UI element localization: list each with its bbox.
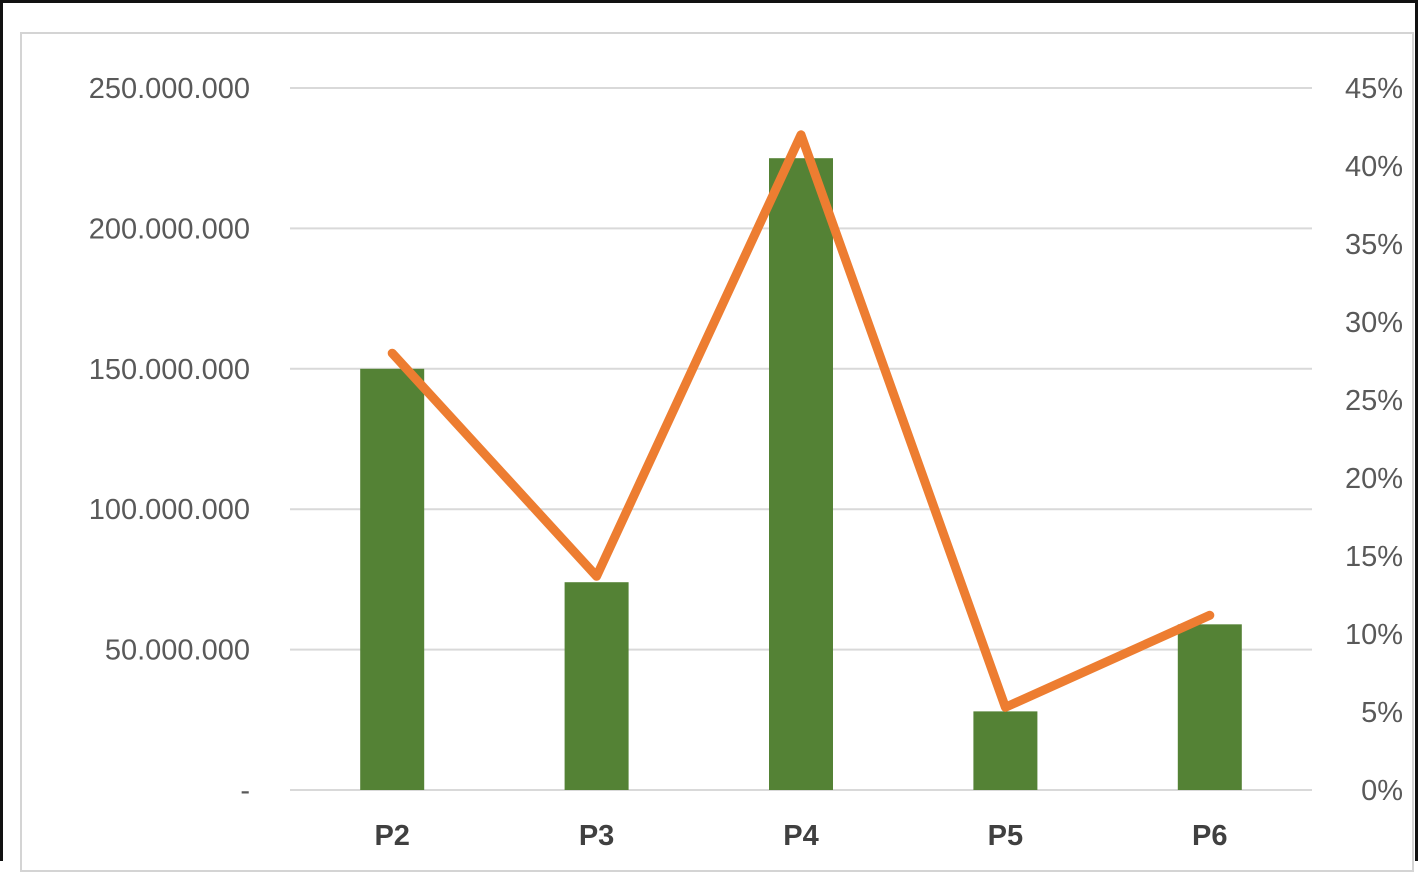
left-axis-tick-label: - <box>240 775 250 807</box>
line-series <box>387 130 1215 712</box>
line-point-p3 <box>596 575 598 577</box>
right-axis-ticks: 0% 5% 10% 15% 20% 25% 30% 35% 40% 45% <box>1345 73 1403 807</box>
right-axis-tick-label: 45% <box>1345 73 1403 105</box>
category-label-p2: P2 <box>374 820 409 852</box>
line-point-p6 <box>1209 614 1211 616</box>
right-axis-tick-label: 40% <box>1345 151 1403 183</box>
left-axis-tick-label: 50.000.000 <box>105 635 250 667</box>
right-axis-tick-label: 25% <box>1345 385 1403 417</box>
right-axis-tick-label: 5% <box>1361 697 1403 729</box>
line-series-path <box>387 130 1215 712</box>
bar-p5 <box>973 711 1038 790</box>
bar-p4 <box>769 158 833 790</box>
category-label-p3: P3 <box>579 820 614 852</box>
left-axis-tick-label: 250.000.000 <box>89 73 250 105</box>
right-axis-tick-label: 20% <box>1345 463 1403 495</box>
left-axis-tick-label: 100.000.000 <box>89 494 250 526</box>
right-axis-tick-label: 10% <box>1345 619 1403 651</box>
bar-series <box>360 158 1242 790</box>
right-axis-tick-label: 15% <box>1345 541 1403 573</box>
right-axis-tick-label: 30% <box>1345 307 1403 339</box>
left-axis-ticks: - 50.000.000 100.000.000 150.000.000 200.000… <box>89 73 250 807</box>
left-axis-tick-label: 200.000.000 <box>89 213 250 245</box>
category-label-p5: P5 <box>988 820 1023 852</box>
category-label-p6: P6 <box>1192 820 1227 852</box>
bar-p2 <box>360 368 425 790</box>
category-label-p4: P4 <box>783 820 818 852</box>
category-labels: P2 P3 P4 P5 P6 <box>374 820 1227 852</box>
bar-p6 <box>1177 624 1242 790</box>
right-axis-tick-label: 35% <box>1345 229 1403 261</box>
line-point-p2 <box>391 352 393 354</box>
line-point-p4 <box>800 134 802 136</box>
bar-p3 <box>564 582 629 790</box>
line-point-p5 <box>1004 706 1006 708</box>
right-axis-tick-label: 0% <box>1361 775 1403 807</box>
left-axis-tick-label: 150.000.000 <box>89 354 250 386</box>
